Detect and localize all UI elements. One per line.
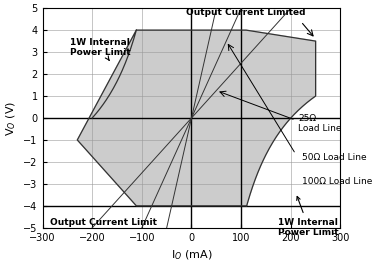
Text: 1W Internal
Power Limit: 1W Internal Power Limit (278, 197, 339, 237)
X-axis label: I$_O$ (mA): I$_O$ (mA) (171, 248, 212, 262)
Text: 1W Internal
Power Limit: 1W Internal Power Limit (70, 38, 130, 60)
Y-axis label: V$_O$ (V): V$_O$ (V) (4, 101, 18, 135)
Polygon shape (77, 30, 316, 206)
Text: Output Current Limited: Output Current Limited (186, 8, 306, 17)
Text: 100Ω Load Line: 100Ω Load Line (302, 177, 372, 186)
Text: Output Current Limit: Output Current Limit (50, 218, 157, 227)
Text: 25Ω
Load Line: 25Ω Load Line (298, 114, 342, 133)
Text: 50Ω Load Line: 50Ω Load Line (302, 153, 366, 162)
